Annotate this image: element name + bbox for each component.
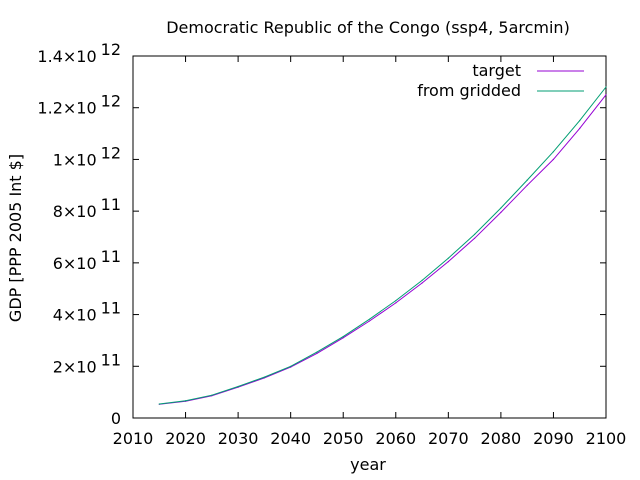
x-tick-label: 2070 xyxy=(428,429,469,448)
series-1-point xyxy=(368,318,371,320)
plot-area xyxy=(132,55,607,419)
series-0-point xyxy=(395,302,397,304)
y-tick-label: 4×10 11 xyxy=(53,299,121,325)
series-1-point xyxy=(211,394,213,396)
y-tick-label: 6×10 11 xyxy=(53,247,121,273)
series-1-point xyxy=(185,400,187,402)
series-0-point xyxy=(579,127,581,129)
x-tick-label: 2060 xyxy=(375,429,416,448)
series-line-0 xyxy=(159,94,607,405)
y-tick-label: 2×10 11 xyxy=(53,350,121,376)
x-tick-label: 2020 xyxy=(165,429,206,448)
y-tick-label: 1×10 12 xyxy=(53,143,121,169)
series-1-point xyxy=(526,179,528,181)
series-1-point xyxy=(316,351,318,353)
x-tick-label: 2010 xyxy=(113,429,154,448)
series-1-point xyxy=(500,207,502,209)
series-1-point xyxy=(474,233,476,235)
series-0-point xyxy=(474,237,476,239)
series-0-point xyxy=(342,337,344,339)
y-tick-label: 8×10 11 xyxy=(53,195,121,221)
series-1-point xyxy=(395,300,397,302)
x-tick-label: 2030 xyxy=(218,429,259,448)
y-tick-label: 1.4×10 12 xyxy=(37,40,121,66)
series-0-point xyxy=(447,261,449,263)
x-axis: 2010 2020 2030 2040 2050 2060 2070 2080 2090 2100 xyxy=(113,56,627,448)
series-0-point xyxy=(552,158,555,160)
series-1-point xyxy=(158,403,160,405)
series-1-point xyxy=(605,86,607,88)
x-tick-label: 2090 xyxy=(533,429,574,448)
chart-title: Democratic Republic of the Congo (ssp4, … xyxy=(166,18,570,37)
y-tick-label: 1.2×10 12 xyxy=(37,92,121,118)
series-1-point xyxy=(342,336,344,338)
plot-frame xyxy=(132,55,607,419)
series-0-point xyxy=(368,320,371,322)
series-1-point xyxy=(263,376,265,378)
series-1-point xyxy=(421,279,423,281)
x-tick-label: 2040 xyxy=(270,429,311,448)
legend-label: from gridded xyxy=(417,81,521,100)
series-lines xyxy=(158,86,607,405)
x-tick-label: 2050 xyxy=(323,429,364,448)
series-0-point xyxy=(500,211,502,213)
series-1-point xyxy=(579,120,581,122)
series-1-point xyxy=(237,385,239,388)
y-tick-label: 0 xyxy=(111,409,121,428)
series-0-point xyxy=(605,94,607,96)
series-1-point xyxy=(447,257,449,259)
series-0-point xyxy=(421,282,423,284)
series-1-point xyxy=(290,365,292,367)
legend-label: target xyxy=(472,61,521,80)
series-1-point xyxy=(552,151,555,153)
x-tick-label: 2080 xyxy=(481,429,522,448)
y-axis-label: GDP [PPP 2005 Int $] xyxy=(6,154,25,322)
series-0-point xyxy=(526,184,528,186)
series-0-point xyxy=(316,352,318,354)
x-tick-label: 2100 xyxy=(586,429,627,448)
x-axis-label: year xyxy=(350,455,386,474)
series-line-1 xyxy=(159,86,607,405)
y-axis: 0 2×10 11 4×10 11 6×10 11 8×10 11 1×10 12 1.2×10 12 1… xyxy=(37,40,606,428)
